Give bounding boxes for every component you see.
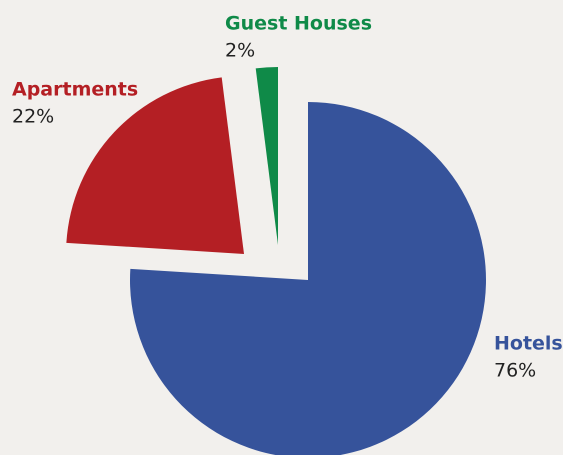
- slice-label: Apartments: [12, 79, 138, 101]
- slice-value-label: 2%: [225, 40, 255, 62]
- slice-value-label: 22%: [12, 106, 54, 128]
- pie-slice: [255, 67, 278, 245]
- slice-label: Guest Houses: [225, 13, 372, 35]
- slice-value-label: 76%: [494, 360, 536, 382]
- pie-slice: [66, 77, 244, 254]
- pie-slice: [129, 102, 486, 455]
- slice-label: Hotels: [494, 333, 563, 355]
